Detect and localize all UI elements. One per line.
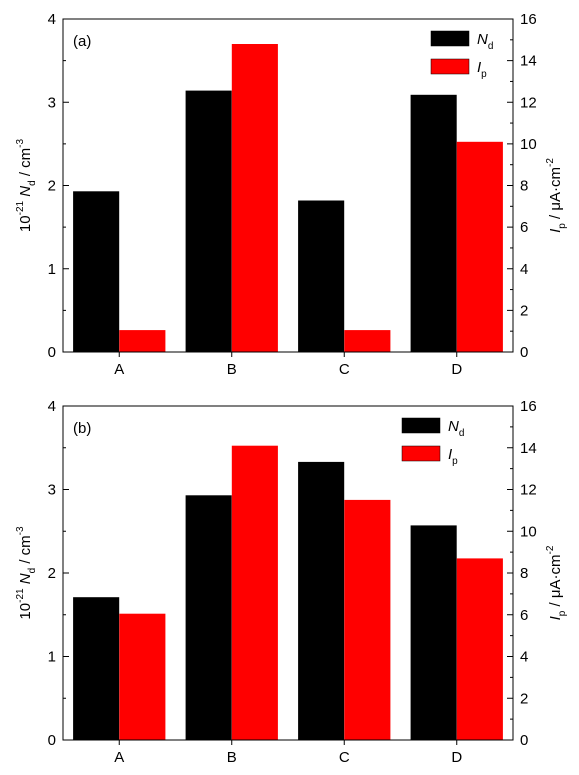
bar-ip-c (344, 330, 391, 352)
legend-swatch-nd (430, 30, 470, 47)
legend-swatch-nd (401, 417, 441, 434)
y-right-tick-label: 6 (520, 219, 528, 236)
y-left-tick-label: 1 (48, 649, 56, 666)
y-left-tick-label: 3 (48, 482, 56, 499)
y-right-tick-label: 2 (520, 690, 528, 707)
x-tick-label: D (451, 749, 462, 766)
x-tick-label: C (339, 361, 350, 378)
y-right-tick-label: 12 (520, 94, 537, 111)
y-right-tick-label: 8 (520, 565, 528, 582)
x-tick-label: A (114, 361, 124, 378)
x-tick-label: A (114, 749, 124, 766)
y-left-axis-title: 10-21 Nd / cm-3 (15, 139, 38, 233)
bar-nd-b (185, 90, 232, 352)
y-right-tick-label: 0 (520, 732, 528, 749)
y-right-tick-label: 0 (520, 344, 528, 361)
x-tick-label: B (227, 749, 237, 766)
y-right-tick-label: 14 (520, 440, 537, 457)
legend-label-nd: Nd (448, 418, 464, 439)
legend-label-ip: Ip (477, 59, 487, 80)
bar-ip-b (231, 445, 278, 740)
y-right-tick-label: 14 (520, 53, 537, 70)
y-left-tick-label: 1 (48, 261, 56, 278)
y-left-tick-label: 3 (48, 94, 56, 111)
y-right-tick-label: 12 (520, 482, 537, 499)
y-right-tick-label: 8 (520, 178, 528, 195)
y-right-tick-label: 10 (520, 136, 537, 153)
y-right-tick-label: 4 (520, 649, 528, 666)
y-left-tick-label: 4 (48, 398, 56, 415)
y-right-tick-label: 16 (520, 398, 537, 415)
panel-label: (b) (73, 420, 91, 437)
bar-ip-a (119, 613, 166, 740)
y-right-tick-label: 2 (520, 302, 528, 319)
y-left-tick-label: 0 (48, 732, 56, 749)
x-tick-label: B (227, 361, 237, 378)
legend-label-nd: Nd (477, 31, 493, 52)
y-left-tick-label: 4 (48, 11, 56, 28)
y-left-axis-title: 10-21 Nd / cm-3 (15, 526, 38, 620)
y-right-tick-label: 16 (520, 11, 537, 28)
bar-nd-d (410, 525, 457, 740)
x-tick-label: D (451, 361, 462, 378)
y-right-tick-label: 6 (520, 607, 528, 624)
x-tick-label: C (339, 749, 350, 766)
y-right-axis-title: Ip / μA·cm-2 (545, 545, 568, 620)
y-right-tick-label: 4 (520, 261, 528, 278)
legend-label-ip: Ip (448, 446, 458, 467)
y-left-tick-label: 2 (48, 565, 56, 582)
bar-ip-b (231, 44, 278, 352)
panel-label: (a) (73, 33, 91, 50)
bar-ip-a (119, 330, 166, 352)
bar-nd-b (185, 495, 232, 740)
y-left-tick-label: 2 (48, 178, 56, 195)
legend-swatch-ip (430, 58, 470, 75)
y-left-tick-label: 0 (48, 344, 56, 361)
y-right-axis-title: Ip / μA·cm-2 (545, 158, 568, 233)
bar-nd-a (73, 191, 120, 352)
legend-swatch-ip (401, 445, 441, 462)
bar-ip-d (456, 141, 503, 352)
bar-nd-c (298, 461, 345, 740)
bar-nd-d (410, 94, 457, 353)
bar-nd-a (73, 597, 120, 740)
y-right-tick-label: 10 (520, 523, 537, 540)
bar-ip-c (344, 499, 391, 740)
bar-nd-c (298, 200, 345, 352)
bar-ip-d (456, 558, 503, 740)
